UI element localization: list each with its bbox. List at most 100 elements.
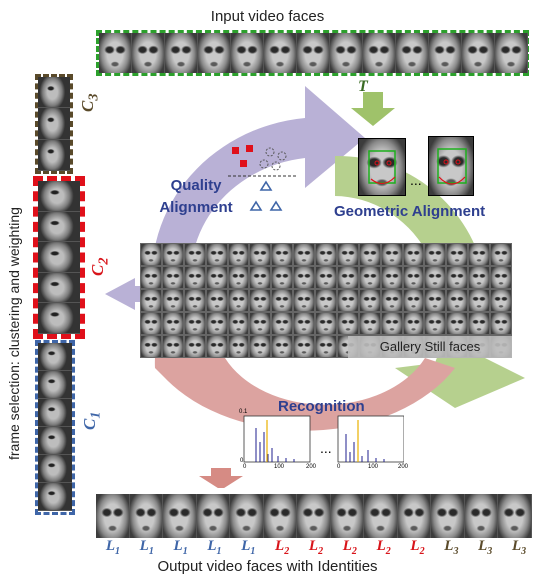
face-thumbnail bbox=[364, 494, 398, 538]
gallery-face bbox=[424, 266, 447, 289]
gallery-face bbox=[468, 289, 491, 312]
face-thumbnail bbox=[165, 33, 198, 73]
face-thumbnail bbox=[330, 494, 364, 538]
gallery-face bbox=[380, 243, 403, 266]
face-thumbnail bbox=[464, 494, 498, 538]
gallery-face bbox=[140, 266, 162, 289]
cluster-c3-box bbox=[35, 74, 73, 174]
gallery-face bbox=[183, 266, 206, 289]
hist-ellipsis: ... bbox=[320, 440, 332, 456]
cluster-c1-box bbox=[35, 340, 75, 515]
gallery-face bbox=[205, 335, 228, 358]
face-thumbnail bbox=[132, 33, 165, 73]
identity-label: L3 bbox=[511, 538, 527, 557]
cluster-c3-label: C3 bbox=[78, 93, 102, 112]
input-faces-strip bbox=[96, 30, 529, 76]
hist2-x-100: 100 bbox=[368, 464, 379, 470]
face-thumbnail bbox=[297, 33, 330, 73]
face-thumbnail bbox=[38, 399, 72, 428]
gallery-face bbox=[140, 335, 162, 358]
title-input-faces: Input video faces bbox=[210, 8, 325, 25]
gallery-face bbox=[161, 335, 184, 358]
recognition-histograms bbox=[243, 415, 404, 463]
hist-x-200: 200 bbox=[306, 464, 317, 470]
face-thumbnail bbox=[429, 33, 462, 73]
identity-label: L1 bbox=[173, 538, 188, 557]
gallery-face bbox=[293, 289, 316, 312]
red-arrow bbox=[154, 358, 456, 431]
face-thumbnail bbox=[38, 303, 80, 334]
face-thumbnail bbox=[38, 108, 70, 140]
hist-y-zero: 0 bbox=[240, 458, 244, 464]
gallery-face bbox=[446, 266, 469, 289]
face-thumbnail bbox=[396, 33, 429, 73]
face-thumbnail bbox=[196, 494, 230, 538]
gallery-face bbox=[249, 312, 272, 335]
gallery-face bbox=[161, 312, 184, 335]
gallery-face bbox=[183, 289, 206, 312]
gallery-face bbox=[293, 335, 316, 358]
gallery-face bbox=[468, 243, 491, 266]
gallery-face bbox=[271, 243, 294, 266]
gallery-face bbox=[490, 243, 512, 266]
gallery-face bbox=[249, 266, 272, 289]
aligned-face-1 bbox=[358, 138, 406, 196]
hist-x-0: 0 bbox=[243, 464, 247, 470]
gallery-face bbox=[446, 312, 469, 335]
identity-label: L2 bbox=[376, 538, 391, 557]
gallery-face bbox=[380, 266, 403, 289]
cluster-c2-box bbox=[33, 176, 85, 339]
gallery-face bbox=[358, 289, 381, 312]
quality-scatter-icon bbox=[228, 145, 296, 211]
gallery-face bbox=[380, 289, 403, 312]
gallery-face bbox=[227, 335, 250, 358]
gallery-face bbox=[315, 312, 337, 335]
gallery-face bbox=[205, 289, 228, 312]
gallery-face bbox=[271, 289, 294, 312]
hist2-x-0: 0 bbox=[337, 464, 341, 470]
aligned-face-2 bbox=[428, 136, 474, 196]
face-thumbnail bbox=[38, 371, 72, 400]
gallery-face bbox=[205, 266, 228, 289]
gallery-face bbox=[271, 335, 294, 358]
gallery-face bbox=[227, 266, 250, 289]
gallery-face bbox=[402, 312, 425, 335]
face-thumbnail bbox=[38, 483, 72, 512]
t-down-arrow bbox=[351, 92, 395, 126]
gallery-face bbox=[336, 312, 359, 335]
face-thumbnail bbox=[96, 494, 130, 538]
gallery-face bbox=[293, 312, 316, 335]
face-thumbnail bbox=[163, 494, 197, 538]
face-thumbnail bbox=[397, 494, 431, 538]
face-thumbnail bbox=[38, 272, 80, 304]
output-down-arrow bbox=[199, 468, 243, 488]
gallery-face bbox=[183, 335, 206, 358]
face-thumbnail bbox=[38, 242, 80, 273]
hist-y-top: 0.1 bbox=[239, 409, 248, 415]
gallery-face bbox=[183, 312, 206, 335]
gallery-face bbox=[336, 243, 359, 266]
identity-label: L2 bbox=[410, 538, 425, 557]
face-thumbnail bbox=[330, 33, 363, 73]
output-faces-strip bbox=[96, 494, 532, 538]
gallery-face bbox=[161, 289, 184, 312]
gallery-face bbox=[161, 243, 184, 266]
face-thumbnail bbox=[231, 33, 264, 73]
gallery-face bbox=[490, 289, 512, 312]
identity-label: L2 bbox=[308, 538, 324, 557]
cluster-c1-label: C1 bbox=[80, 411, 104, 430]
face-thumbnail bbox=[38, 181, 80, 212]
face-thumbnail bbox=[264, 33, 297, 73]
gallery-face bbox=[161, 266, 184, 289]
gallery-face bbox=[293, 243, 316, 266]
gallery-face bbox=[271, 266, 294, 289]
cluster-c2-label: C2 bbox=[88, 257, 112, 276]
gallery-face bbox=[424, 243, 447, 266]
face-thumbnail bbox=[230, 494, 264, 538]
side-label: frame selection: clustering and weightin… bbox=[6, 207, 22, 460]
gallery-face bbox=[315, 335, 337, 358]
face-thumbnail bbox=[38, 455, 72, 484]
face-thumbnail bbox=[38, 211, 80, 243]
identity-label: L1 bbox=[105, 538, 120, 557]
face-thumbnail bbox=[498, 494, 532, 538]
